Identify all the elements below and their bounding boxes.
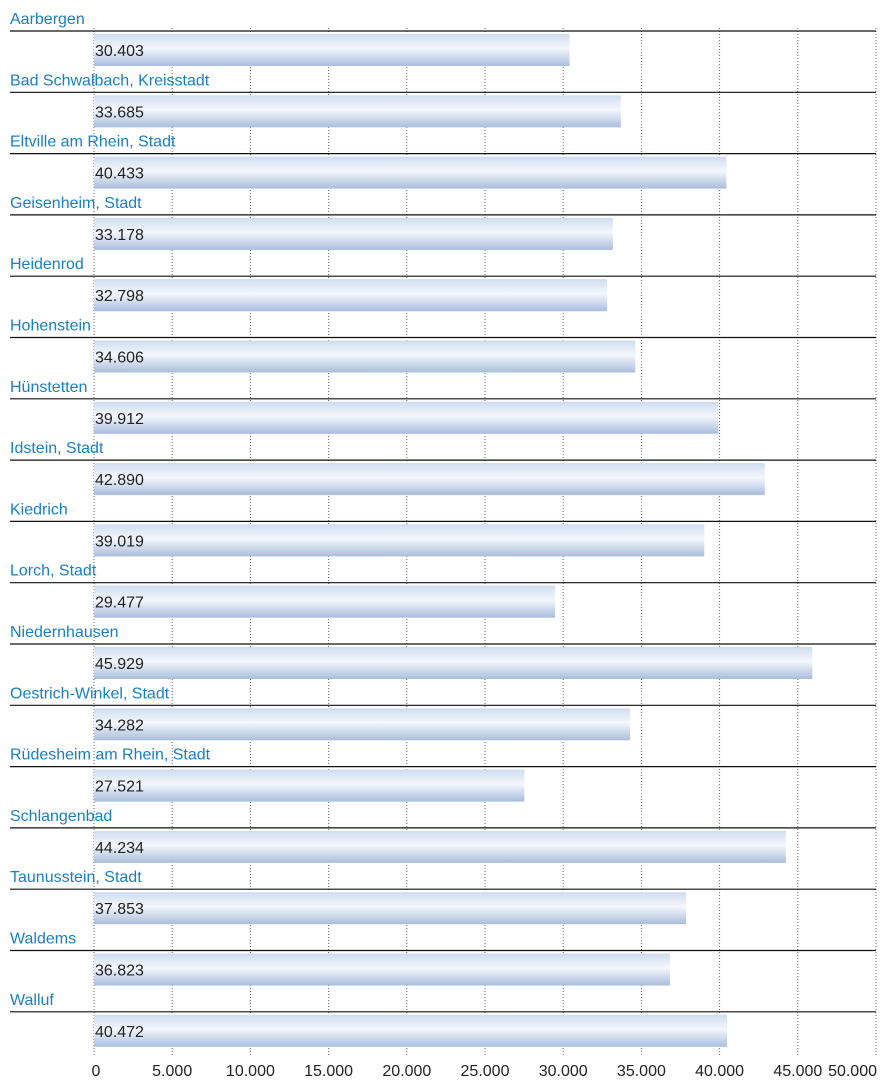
- chart-row: Geisenheim, Stadt 33.178: [10, 195, 876, 250]
- value-label: 29.477: [95, 595, 144, 612]
- category-label: Eltville am Rhein, Stadt: [10, 134, 176, 151]
- chart-row: Eltville am Rhein, Stadt 40.433: [10, 134, 876, 189]
- bar: [94, 217, 613, 250]
- x-tick-label: 10.000: [226, 1063, 275, 1080]
- chart-row: Bad Schwalbach, Kreisstadt 33.685: [10, 72, 876, 128]
- category-label: Niedernhausen: [10, 624, 119, 641]
- chart-row: Hünstetten 39.912: [10, 379, 876, 434]
- chart-row: Aarbergen 30.403: [10, 11, 876, 66]
- chart-row: Heidenrod 32.798: [10, 256, 876, 312]
- category-label: Walluf: [10, 992, 54, 1009]
- bar: [94, 708, 631, 741]
- category-label: Aarbergen: [10, 11, 85, 28]
- bar: [94, 953, 670, 986]
- x-tick-label: 30.000: [539, 1063, 588, 1080]
- category-label: Lorch, Stadt: [10, 563, 97, 580]
- x-tick-label: 0: [92, 1063, 101, 1080]
- bar: [94, 279, 607, 312]
- bar: [94, 340, 636, 373]
- bar: [94, 647, 813, 679]
- x-tick-label: 45.000: [773, 1063, 822, 1080]
- value-label: 36.823: [95, 963, 144, 980]
- chart-row: Rüdesheim am Rhein, Stadt 27.521: [10, 747, 876, 802]
- category-label: Oestrich-Winkel, Stadt: [10, 685, 170, 702]
- value-label: 39.019: [95, 533, 144, 550]
- chart-row: Kiedrich 39.019: [10, 501, 876, 557]
- bar: [94, 95, 621, 128]
- bar: [94, 524, 705, 557]
- bar: [94, 156, 727, 189]
- value-label: 40.472: [95, 1024, 144, 1041]
- grid-lines: [93, 28, 877, 1057]
- category-label: Rüdesheim am Rhein, Stadt: [10, 747, 211, 764]
- bar: [94, 769, 525, 802]
- value-label: 34.282: [95, 717, 144, 734]
- value-label: 30.403: [95, 43, 144, 60]
- category-label: Geisenheim, Stadt: [10, 195, 142, 212]
- x-tick-label: 50.000: [828, 1063, 877, 1080]
- bar: [94, 463, 765, 496]
- chart-rows: Aarbergen 30.403 Bad Schwalbach, Kreisstad…: [10, 11, 876, 1047]
- chart-row: Schlangenbad 44.234: [10, 808, 876, 863]
- value-label: 39.912: [95, 411, 144, 428]
- value-label: 34.606: [95, 350, 144, 367]
- value-label: 44.234: [95, 840, 144, 857]
- chart-row: Taunusstein, Stadt 37.853: [10, 869, 876, 925]
- category-label: Kiedrich: [10, 501, 68, 518]
- value-label: 27.521: [95, 779, 144, 796]
- x-tick-label: 35.000: [617, 1063, 666, 1080]
- category-label: Heidenrod: [10, 256, 84, 273]
- bar: [94, 830, 786, 863]
- value-label: 45.929: [95, 656, 144, 673]
- chart-row: Waldems 36.823: [10, 931, 876, 986]
- bar: [94, 401, 719, 434]
- category-label: Hünstetten: [10, 379, 87, 396]
- chart-row: Oestrich-Winkel, Stadt 34.282: [10, 685, 876, 741]
- value-label: 37.853: [95, 901, 144, 918]
- category-label: Schlangenbad: [10, 808, 112, 825]
- value-label: 32.798: [95, 288, 144, 305]
- value-label: 42.890: [95, 472, 144, 489]
- value-label: 33.685: [95, 104, 144, 121]
- category-label: Waldems: [10, 931, 76, 948]
- value-label: 33.178: [95, 227, 144, 244]
- bar: [94, 892, 687, 925]
- category-label: Idstein, Stadt: [10, 440, 104, 457]
- category-label: Bad Schwalbach, Kreisstadt: [10, 72, 210, 89]
- category-label: Taunusstein, Stadt: [10, 869, 142, 886]
- bar: [94, 34, 570, 66]
- chart-row: Lorch, Stadt 29.477: [10, 563, 876, 618]
- chart-row: Walluf 40.472: [10, 992, 876, 1047]
- bar: [94, 1014, 727, 1047]
- x-tick-label: 5.000: [152, 1063, 192, 1080]
- value-label: 40.433: [95, 166, 144, 183]
- chart-row: Niedernhausen 45.929: [10, 624, 876, 679]
- x-tick-label: 40.000: [695, 1063, 744, 1080]
- category-label: Hohenstein: [10, 318, 91, 335]
- x-tick-label: 15.000: [304, 1063, 353, 1080]
- x-tick-label: 20.000: [382, 1063, 431, 1080]
- bar: [94, 585, 556, 618]
- chart-row: Idstein, Stadt 42.890: [10, 440, 876, 496]
- x-axis: 0 5.000 10.000 15.000 20.000 25.000 30.000 35.0…: [92, 1063, 878, 1080]
- x-tick-label: 25.000: [461, 1063, 510, 1080]
